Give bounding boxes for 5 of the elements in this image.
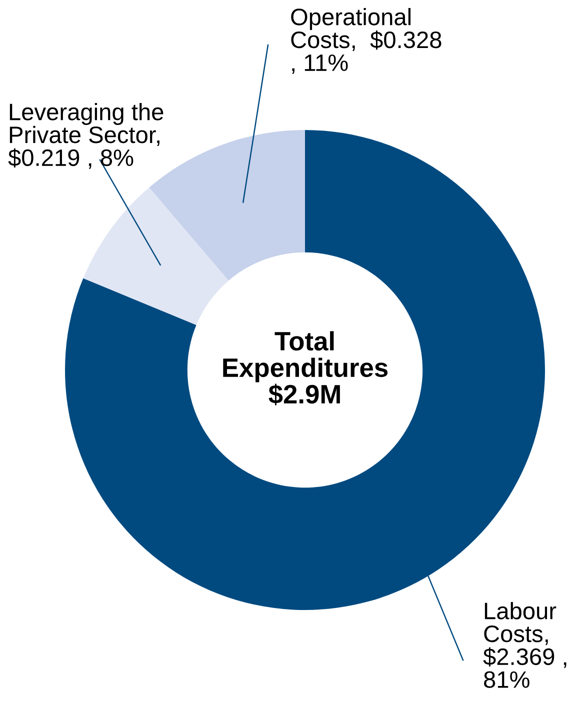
donut-slice xyxy=(83,187,229,326)
slice-label: Operational Costs, $0.328 , 11% xyxy=(291,8,442,74)
slice-label: Labour Costs, $2.369 , 81% xyxy=(483,602,566,688)
text: Total Expenditures $2.9M xyxy=(223,331,388,406)
slice-label: Leveraging the Private Sector, $0.219 , 8% xyxy=(8,103,164,169)
